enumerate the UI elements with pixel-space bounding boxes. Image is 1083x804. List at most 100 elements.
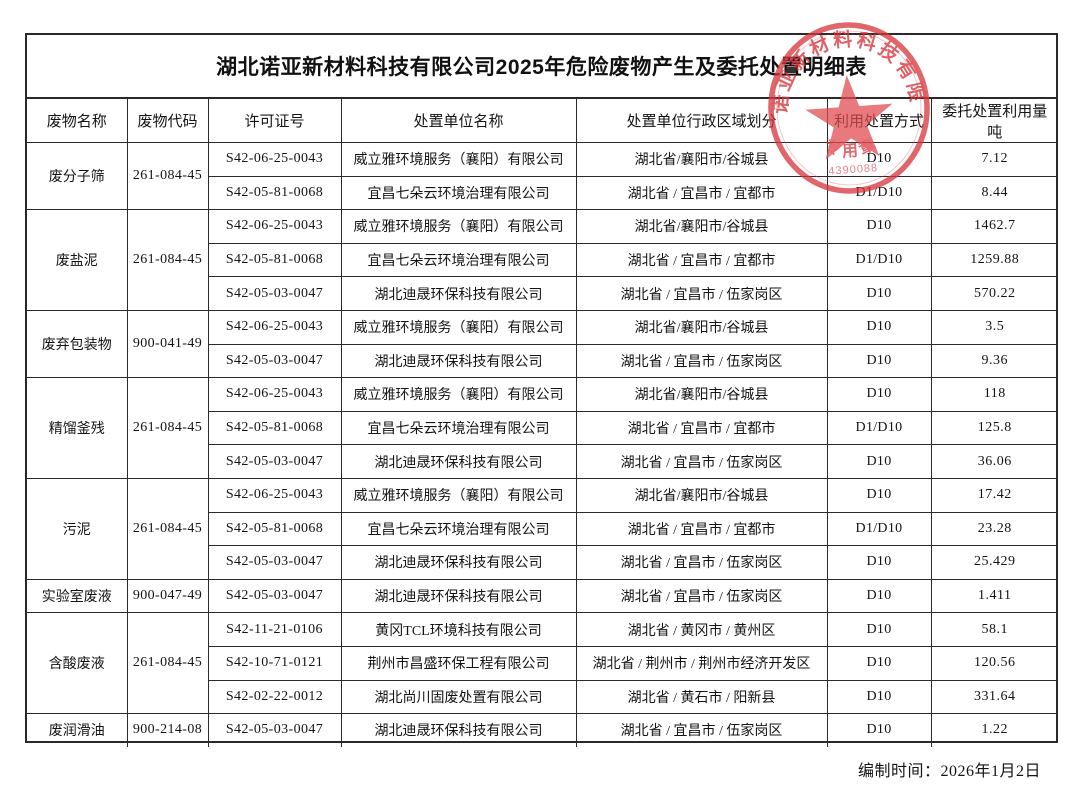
cell-disposal-unit: 荆州市昌盛环保工程有限公司 [340, 645, 577, 681]
table-body: 废分子筛 261-084-45 S42-06-25-0043 威立雅环境服务（襄阳）有… [27, 141, 1058, 747]
table-header: 废物名称 废物代码 许可证号 处置单位名称 处置单位行政区域划分 利用处置方式 … [27, 99, 1058, 143]
cell-disposal-unit: 宜昌七朵云环境治理有限公司 [340, 242, 577, 278]
cell-region: 湖北省 / 黄石市 / 阳新县 [575, 679, 828, 715]
cell-waste-name: 实验室废液 [27, 578, 128, 614]
cell-amount: 118 [930, 377, 1058, 412]
compiled-date-note: 编制时间：2026年1月2日 [857, 763, 1041, 780]
cell-waste-code: 261-084-45 [126, 141, 209, 211]
cell-disposal-unit: 湖北迪晟环保科技有限公司 [340, 713, 577, 747]
cell-waste-name: 精馏釜残 [27, 377, 128, 479]
cell-waste-code: 900-041-49 [126, 309, 209, 379]
cell-amount: 1.22 [930, 713, 1058, 747]
cell-disposal-unit: 宜昌七朵云环境治理有限公司 [340, 175, 577, 211]
cell-amount: 17.42 [930, 477, 1058, 513]
cell-waste-code: 900-214-08 [126, 713, 209, 747]
waste-disposal-report-sheet: 湖北诺亚新材料科技有限公司2025年危险废物产生及委托处置明细表 废物名称 废物… [25, 33, 1058, 747]
cell-method: D10 [826, 209, 932, 244]
table-row: 含酸废液 261-084-45 S42-11-21-0106 黄冈TCL环境科技有限公… [27, 612, 1058, 715]
cell-disposal-unit: 威立雅环境服务（襄阳）有限公司 [340, 209, 577, 244]
table-row: S42-05-81-0068 宜昌七朵云环境治理有限公司 湖北省 / 宜昌市 / 宜… [27, 242, 1058, 278]
cell-method: D1/D10 [826, 242, 932, 278]
column-header-waste-code: 废物代码 [126, 99, 209, 143]
cell-method: D10 [826, 578, 932, 614]
cell-disposal-unit: 威立雅环境服务（襄阳）有限公司 [340, 309, 577, 345]
cell-license-no: S42-06-25-0043 [207, 142, 342, 177]
table-row: 实验室废液 900-047-49 S42-05-03-0047 湖北迪晟环保科技有限公… [27, 578, 1058, 614]
cell-disposal-unit: 威立雅环境服务（襄阳）有限公司 [340, 377, 577, 412]
page-title: 湖北诺亚新材料科技有限公司2025年危险废物产生及委托处置明细表 [216, 56, 867, 79]
column-header-amount: 委托处置利用量 吨 [930, 99, 1058, 143]
cell-amount: 25.429 [930, 545, 1058, 580]
cell-disposal-unit: 湖北迪晟环保科技有限公司 [340, 343, 577, 379]
cell-waste-name: 含酸废液 [27, 612, 128, 715]
cell-region: 湖北省 / 宜昌市 / 伍家岗区 [575, 343, 828, 379]
cell-method: D10 [826, 679, 932, 715]
cell-region: 湖北省 / 荆州市 / 荆州市经济开发区 [575, 645, 828, 681]
cell-method: D10 [826, 343, 932, 379]
cell-waste-name: 污泥 [27, 477, 128, 580]
cell-disposal-unit: 黄冈TCL环境科技有限公司 [340, 612, 577, 647]
cell-disposal-unit: 湖北尚川固废处置有限公司 [340, 679, 577, 715]
cell-disposal-unit: 宜昌七朵云环境治理有限公司 [340, 511, 577, 547]
column-header-method: 利用处置方式 [826, 99, 932, 143]
table-row: 废弃包装物 900-041-49 S42-06-25-0043 威立雅环境服务（襄阳）… [27, 309, 1058, 379]
table-row: 废盐泥 261-084-45 S42-06-25-0043 威立雅环境服务（襄阳）有限… [27, 209, 1058, 311]
cell-waste-code: 261-084-45 [126, 477, 209, 580]
cell-waste-code: 261-084-45 [126, 612, 209, 715]
cell-waste-code: 261-084-45 [126, 377, 209, 479]
cell-region: 湖北省 / 黄冈市 / 黄州区 [575, 612, 828, 647]
waste-disposal-table: 废物名称 废物代码 许可证号 处置单位名称 处置单位行政区域划分 利用处置方式 … [27, 99, 1058, 747]
table-row: 废润滑油 900-214-08 S42-05-03-0047 湖北迪晟环保科技有限公司… [27, 713, 1058, 747]
column-header-waste-name: 废物名称 [27, 99, 128, 143]
table-row: 精馏釜残 261-084-45 S42-06-25-0043 威立雅环境服务（襄阳）有… [27, 377, 1058, 479]
cell-region: 湖北省 / 宜昌市 / 宜都市 [575, 511, 828, 547]
cell-method: D1/D10 [826, 175, 932, 211]
cell-method: D10 [826, 377, 932, 412]
cell-disposal-unit: 湖北迪晟环保科技有限公司 [340, 545, 577, 580]
table-row: S42-05-03-0047 湖北迪晟环保科技有限公司 湖北省 / 宜昌市 / 伍家… [27, 276, 1058, 311]
table-row: S42-05-03-0047 湖北迪晟环保科技有限公司 湖北省 / 宜昌市 / 伍家… [27, 343, 1058, 379]
cell-amount: 3.5 [930, 309, 1058, 345]
table-row: S42-05-81-0068 宜昌七朵云环境治理有限公司 湖北省 / 宜昌市 / 宜… [27, 410, 1058, 446]
cell-amount: 120.56 [930, 645, 1058, 681]
cell-method: D10 [826, 477, 932, 513]
cell-region: 湖北省 / 宜昌市 / 伍家岗区 [575, 276, 828, 311]
cell-method: D10 [826, 713, 932, 747]
cell-disposal-unit: 湖北迪晟环保科技有限公司 [340, 276, 577, 311]
cell-license-no: S42-05-03-0047 [208, 276, 342, 311]
cell-license-no: S42-02-22-0012 [208, 679, 342, 715]
cell-amount: 1259.88 [930, 242, 1058, 278]
cell-waste-name: 废弃包装物 [27, 309, 128, 379]
cell-amount: 1462.7 [930, 209, 1058, 244]
cell-region: 湖北省 / 宜昌市 / 宜都市 [575, 410, 828, 446]
cell-waste-code: 900-047-49 [126, 578, 209, 614]
cell-method: D10 [826, 276, 932, 311]
table-row: S42-05-03-0047 湖北迪晟环保科技有限公司 湖北省 / 宜昌市 / 伍家… [27, 545, 1058, 580]
cell-license-no: S42-06-25-0043 [207, 377, 342, 412]
cell-method: D10 [826, 545, 932, 580]
cell-amount: 331.64 [930, 679, 1058, 715]
cell-region: 湖北省/襄阳市/谷城县 [575, 477, 828, 513]
cell-region: 湖北省 / 宜昌市 / 伍家岗区 [575, 713, 828, 747]
cell-region: 湖北省/襄阳市/谷城县 [575, 209, 828, 244]
cell-license-no: S42-11-21-0106 [207, 612, 342, 647]
cell-region: 湖北省/襄阳市/谷城县 [575, 377, 828, 412]
cell-disposal-unit: 宜昌七朵云环境治理有限公司 [340, 410, 577, 446]
table-row: 污泥 261-084-45 S42-06-25-0043 威立雅环境服务（襄阳）有限公… [27, 477, 1058, 580]
cell-license-no: S42-05-81-0068 [208, 175, 342, 211]
cell-license-no: S42-06-25-0043 [207, 309, 342, 345]
cell-amount: 570.22 [930, 276, 1058, 311]
cell-disposal-unit: 威立雅环境服务（襄阳）有限公司 [340, 142, 577, 177]
cell-license-no: S42-05-81-0068 [208, 511, 342, 547]
cell-region: 湖北省/襄阳市/谷城县 [575, 142, 828, 177]
cell-region: 湖北省/襄阳市/谷城县 [575, 309, 828, 345]
column-header-disposal-unit: 处置单位名称 [340, 99, 577, 143]
cell-region: 湖北省 / 宜昌市 / 宜都市 [575, 242, 828, 278]
cell-license-no: S42-05-03-0047 [207, 578, 342, 614]
cell-amount: 7.12 [930, 142, 1058, 177]
cell-license-no: S42-05-03-0047 [208, 343, 342, 379]
cell-region: 湖北省 / 宜昌市 / 伍家岗区 [575, 578, 828, 614]
cell-method: D10 [826, 142, 932, 177]
cell-region: 湖北省 / 宜昌市 / 宜都市 [575, 175, 828, 211]
